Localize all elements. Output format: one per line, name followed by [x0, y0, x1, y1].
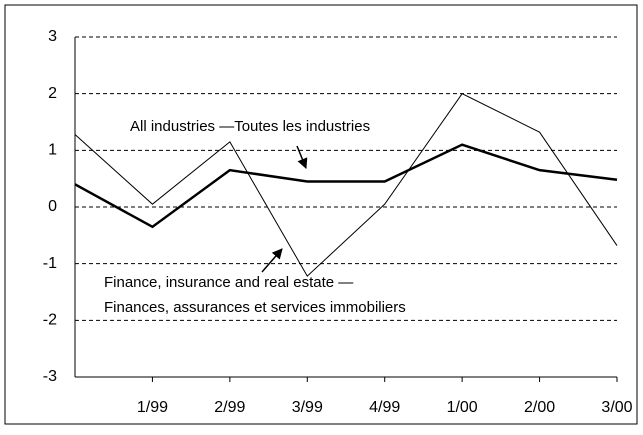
annotation: Finances, assurances et services immobil… [104, 299, 406, 316]
x-tick-label: 1/99 [137, 399, 168, 416]
series-line [74, 93, 618, 277]
x-tick-label: 2/99 [214, 399, 245, 416]
y-tick-label: 3 [48, 28, 57, 45]
annotation: All industries —Toutes les industries [130, 118, 370, 135]
x-tick-label: 3/99 [292, 399, 323, 416]
y-tick-label: 1 [48, 142, 57, 159]
y-tick-label: -1 [43, 255, 57, 272]
series-line [74, 143, 618, 229]
x-tick-label: 4/99 [369, 399, 400, 416]
y-tick-label: -3 [43, 368, 57, 385]
x-tick-label: 2/00 [524, 399, 555, 416]
arrow [261, 248, 283, 273]
x-tick-label: 1/00 [447, 399, 478, 416]
arrow [296, 145, 308, 169]
frame [4, 4, 638, 425]
y-tick-label: -2 [43, 312, 57, 329]
y-tick-label: 2 [48, 85, 57, 102]
x-tick-label: 3/00 [601, 399, 632, 416]
annotation: Finance, insurance and real estate — [104, 274, 353, 291]
y-tick-label: 0 [48, 198, 57, 215]
